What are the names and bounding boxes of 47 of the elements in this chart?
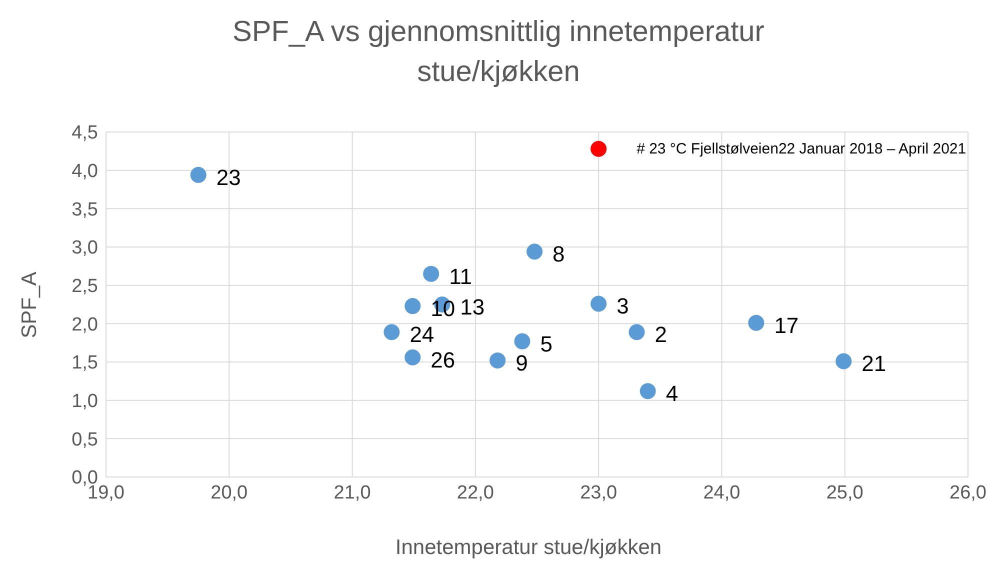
point — [190, 166, 206, 183]
point — [384, 324, 400, 340]
annotation: 2 — [654, 322, 667, 348]
point — [748, 314, 764, 331]
y-tick-label: 2,5 — [72, 276, 98, 298]
chart-title: SPF_A vs gjennomsnittlig innetemperatur stue/kjøkken — [232, 15, 766, 90]
y-axis-title: SPF_A — [18, 272, 42, 338]
point — [640, 383, 656, 400]
annotation: 21 — [862, 351, 886, 376]
y-tick-label: 4,0 — [72, 161, 98, 182]
y-tick-label: 1,5 — [72, 352, 98, 374]
x-tick-label: 25,0 — [826, 482, 864, 504]
y-tick-label: 4,5 — [72, 122, 98, 144]
annotation: 3 — [616, 294, 629, 319]
point — [628, 324, 645, 340]
x-tick-label: 23,0 — [580, 482, 618, 504]
x-tick-label: 21,0 — [334, 482, 371, 504]
annotation: 26 — [430, 347, 456, 372]
point — [404, 298, 421, 314]
y-tick-label: 3,5 — [72, 199, 98, 220]
annotation: 9 — [516, 350, 528, 376]
annotation: 5 — [540, 331, 552, 356]
y-tick-label: 1,0 — [72, 391, 98, 412]
annotation: 17 — [774, 312, 799, 338]
x-tick-label: 24,0 — [703, 482, 740, 504]
point — [526, 244, 543, 260]
annotation: 4 — [666, 381, 678, 406]
annotation: 24 — [410, 322, 434, 348]
point — [404, 349, 421, 366]
annotation: 11 — [449, 264, 472, 289]
y-tick-label: 0,5 — [72, 429, 98, 450]
x-tick-label: 22,0 — [456, 482, 494, 504]
point — [490, 352, 506, 368]
series-label: # 23 °C Fjellstølveien22 Januar 2018 – April 2021 — [636, 140, 966, 158]
x-tick-label: 20,0 — [210, 482, 248, 504]
y-tick-label: 3,0 — [72, 238, 98, 259]
point — [836, 353, 852, 370]
annotation: 13 — [460, 294, 485, 320]
point — [590, 140, 607, 157]
point — [423, 266, 440, 282]
point — [514, 333, 530, 350]
point — [590, 296, 607, 312]
annotation: 8 — [552, 242, 565, 267]
annotation: 23 — [216, 164, 241, 190]
x-axis-title: Innetemperatur stue/kjøkken — [394, 536, 663, 560]
y-tick-label: 2,0 — [72, 314, 98, 336]
x-tick-label: 26,0 — [950, 482, 986, 504]
